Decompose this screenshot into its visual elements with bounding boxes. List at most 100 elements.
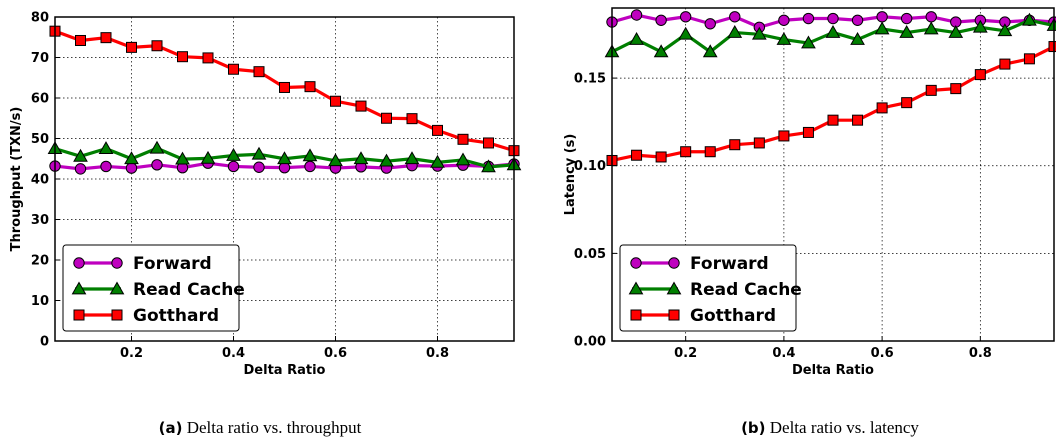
data-point	[304, 81, 316, 93]
data-point	[125, 162, 138, 174]
data-point	[430, 154, 445, 168]
data-point	[455, 152, 471, 166]
data-point	[404, 151, 420, 165]
chart-b: 0.2 0.4 0.6 0.8 0.00 0.05 0.10 0.15 Delta Ratio L…	[563, 7, 1056, 378]
data-point	[802, 12, 815, 25]
x-tick-label: 0.2	[674, 346, 697, 361]
y-tick-label: 40	[31, 173, 49, 188]
y-tick-label: 0.10	[574, 159, 606, 174]
x-tick-label: 0.4	[772, 346, 795, 361]
data-point	[702, 44, 718, 58]
data-point	[827, 114, 839, 126]
data-point	[655, 151, 667, 163]
data-point	[73, 148, 88, 162]
legend-marker	[109, 281, 125, 295]
series-read-cache	[604, 12, 1056, 58]
x-tick-label: 0.8	[969, 346, 992, 361]
legend: Forward Read Cache Gotthard	[619, 244, 802, 332]
data-point	[631, 149, 643, 161]
legend-label: Forward	[133, 254, 212, 274]
data-point	[801, 35, 816, 49]
x-tick-label: 0.4	[222, 346, 245, 361]
legend-label: Gotthard	[690, 306, 776, 326]
data-point	[974, 69, 986, 81]
data-point	[923, 21, 939, 35]
data-point	[328, 153, 343, 167]
x-tick-label: 0.8	[426, 346, 449, 361]
data-point	[630, 9, 643, 21]
data-point	[406, 113, 418, 125]
data-point	[151, 159, 163, 171]
legend-marker	[668, 309, 680, 321]
x-axis-label: Delta Ratio	[792, 363, 874, 378]
x-axis-label: Delta Ratio	[244, 363, 326, 378]
data-point	[100, 160, 112, 173]
data-point	[852, 114, 864, 126]
data-point	[874, 21, 890, 35]
legend-label: Gotthard	[133, 306, 219, 326]
data-point	[950, 83, 962, 95]
legend-marker	[628, 281, 644, 295]
data-point	[827, 12, 839, 25]
series-forward	[606, 9, 1056, 33]
x-tick-label: 0.6	[871, 346, 894, 361]
caption-b: (b) Delta ratio vs. latency	[741, 418, 919, 438]
data-point	[1022, 12, 1037, 26]
data-point	[948, 25, 964, 38]
data-point	[279, 81, 290, 93]
data-point	[483, 137, 494, 149]
data-point	[802, 126, 814, 138]
legend-marker	[668, 257, 680, 269]
data-point	[355, 100, 367, 112]
data-point	[200, 150, 216, 164]
legend-marker	[73, 309, 85, 321]
data-point	[901, 97, 913, 109]
data-point	[679, 11, 692, 23]
y-tick-label: 20	[31, 254, 49, 269]
y-tick-label: 80	[31, 11, 49, 26]
data-point	[251, 146, 267, 160]
y-tick-label: 0.15	[574, 72, 606, 87]
data-point	[997, 23, 1013, 37]
data-point	[75, 34, 86, 46]
caption-b-label: (b)	[741, 419, 766, 437]
data-point	[432, 124, 443, 136]
legend-label: Read Cache	[690, 280, 802, 300]
data-point	[778, 14, 790, 26]
legend-label: Forward	[690, 254, 769, 274]
y-axis-label: Latency (s)	[563, 134, 578, 216]
data-point	[381, 112, 392, 124]
caption-b-text: Delta ratio vs. latency	[769, 418, 919, 437]
data-point	[899, 25, 915, 38]
data-point	[972, 19, 988, 33]
data-point	[353, 151, 369, 165]
x-tick-label: 0.6	[324, 346, 347, 361]
legend: Forward Read Cache Gotthard	[62, 244, 245, 332]
data-point	[302, 148, 318, 162]
data-point	[151, 40, 163, 52]
data-point	[379, 153, 394, 167]
y-tick-label: 10	[31, 294, 49, 309]
legend-marker	[666, 281, 682, 295]
plot-frame	[54, 16, 515, 342]
legend-box	[619, 244, 797, 332]
data-point	[481, 159, 496, 173]
data-point	[851, 14, 864, 26]
data-point	[202, 52, 214, 64]
y-tick-label: 30	[31, 213, 49, 228]
data-point	[900, 12, 913, 25]
data-point	[751, 26, 767, 40]
chart-a: 0.2 0.4 0.6 0.8 0 10 20 30 40 50 60 70 80 Delta Ratio…	[9, 11, 522, 378]
data-point	[226, 148, 241, 161]
data-point	[825, 25, 841, 38]
data-point	[729, 11, 741, 23]
data-point	[253, 66, 265, 78]
legend-marker	[73, 257, 85, 269]
legend-marker	[630, 309, 642, 321]
data-point	[304, 160, 316, 173]
data-point	[999, 58, 1011, 70]
data-point	[227, 160, 240, 173]
legend-marker	[71, 281, 87, 295]
data-point	[727, 25, 743, 38]
